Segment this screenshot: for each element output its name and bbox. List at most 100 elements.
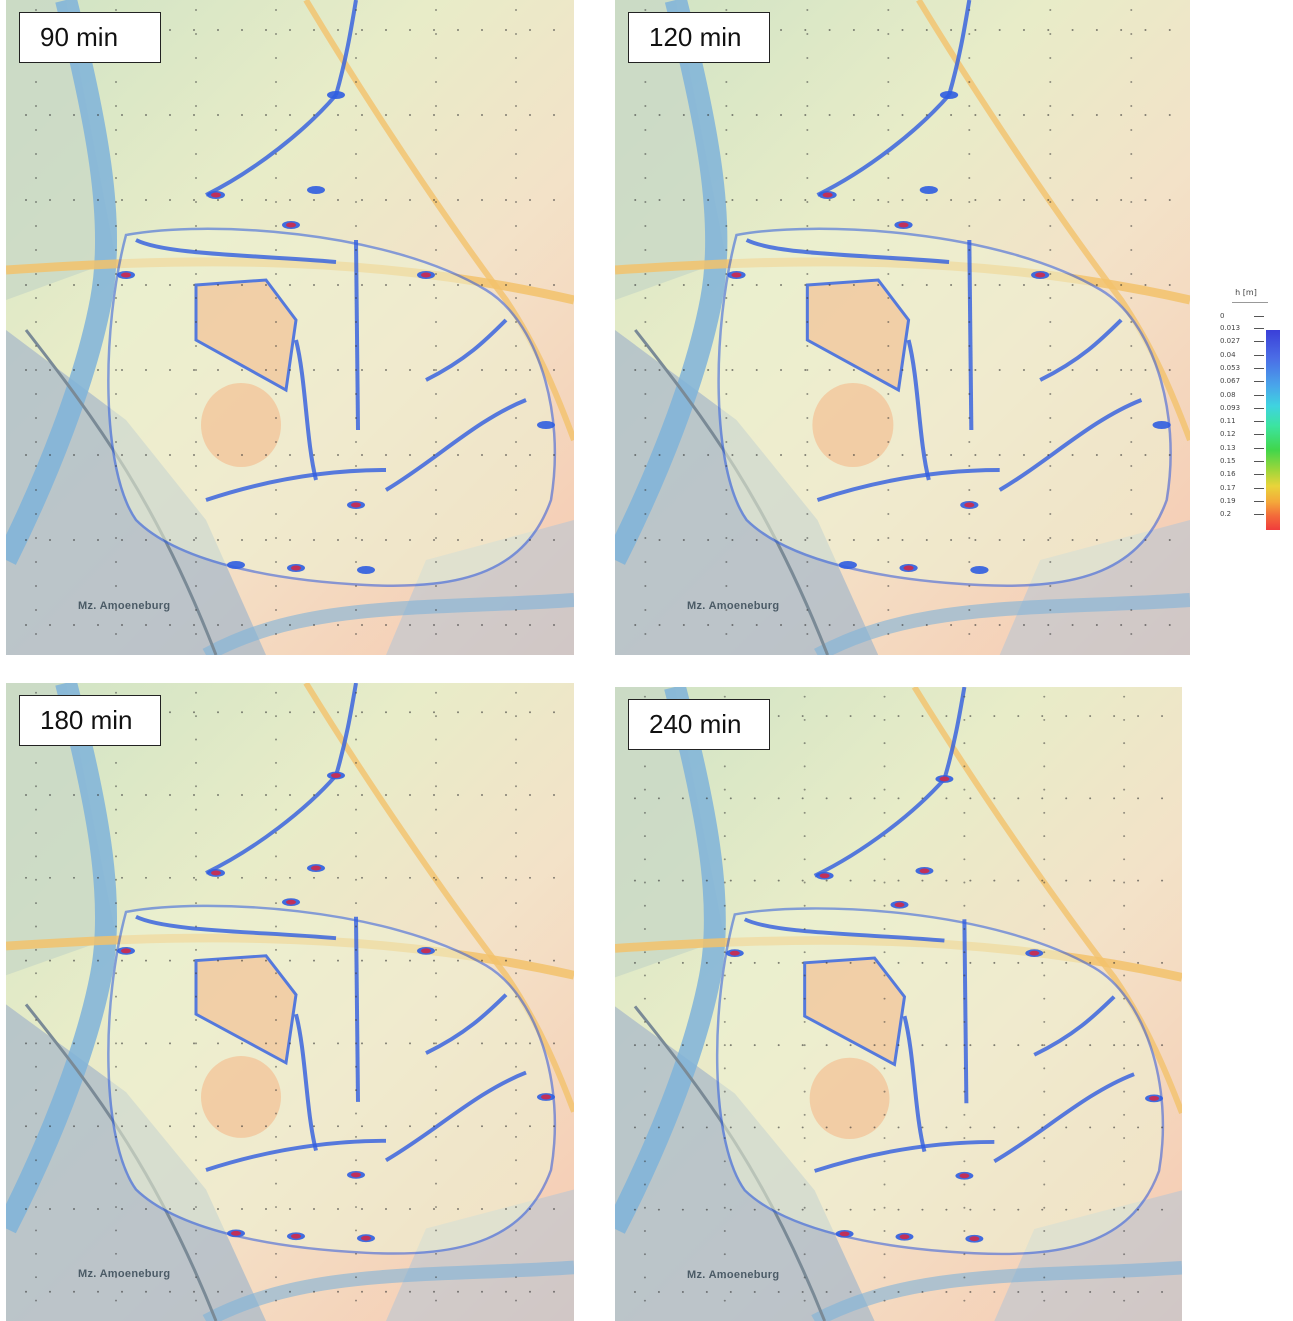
- grid-dot: [887, 81, 890, 83]
- grid-dot: [515, 33, 517, 35]
- urban-area: [994, 1190, 1182, 1321]
- grid-dot: [883, 1183, 886, 1186]
- grid-dot: [195, 878, 197, 881]
- grid-dot: [275, 153, 277, 155]
- grid-dot: [887, 417, 890, 419]
- grid-dot: [968, 57, 971, 59]
- grid-dot: [950, 114, 953, 116]
- grid-dot: [481, 624, 483, 626]
- legend-tick: 0.19: [1216, 497, 1264, 506]
- grid-dot: [169, 959, 171, 962]
- grid-dot: [457, 711, 459, 714]
- grid-dot: [1043, 718, 1046, 721]
- grid-dot: [1017, 961, 1020, 964]
- grid-dot: [849, 715, 852, 718]
- grid-dot: [707, 284, 710, 286]
- grid-dot: [241, 1042, 243, 1045]
- grid-dot: [998, 29, 1001, 31]
- grid-dot: [505, 624, 507, 626]
- grid-dot: [553, 1042, 555, 1045]
- grid-dot: [1043, 904, 1046, 907]
- grid-dot: [115, 177, 117, 179]
- grid-dot: [887, 297, 890, 299]
- grid-dot: [433, 876, 435, 879]
- grid-dot: [849, 879, 852, 882]
- grid-dot: [49, 369, 51, 371]
- grid-dot: [1049, 441, 1052, 443]
- grid-dot: [883, 1044, 886, 1047]
- grid-dot: [1123, 695, 1126, 698]
- grid-dot: [803, 788, 806, 791]
- grid-dot: [35, 995, 37, 998]
- grid-dot: [806, 513, 809, 515]
- urban-area: [615, 0, 727, 300]
- grid-dot: [1095, 454, 1098, 456]
- grid-dot: [963, 1160, 966, 1163]
- grid-dot: [275, 129, 277, 131]
- grid-dot: [435, 417, 437, 419]
- grid-dot: [433, 959, 435, 962]
- grid-dot: [725, 465, 728, 467]
- grid-dot: [1043, 1206, 1046, 1209]
- grid-dot: [169, 1042, 171, 1045]
- grid-dot: [275, 297, 277, 299]
- grid-dot: [553, 199, 555, 201]
- grid-dot: [1049, 153, 1052, 155]
- ponding-spot: [307, 186, 325, 194]
- grid-dot: [435, 177, 437, 179]
- grid-dot: [435, 105, 437, 107]
- grid-dot: [681, 1044, 684, 1047]
- grid-dot: [457, 29, 459, 31]
- grid-dot: [806, 105, 809, 107]
- grid-dot: [681, 879, 684, 882]
- legend-tick: 0.11: [1216, 417, 1264, 426]
- grid-dot: [553, 29, 555, 31]
- grid-dot: [755, 199, 758, 201]
- grid-dot: [435, 465, 437, 467]
- grid-dot: [241, 711, 243, 714]
- grid-dot: [275, 513, 277, 515]
- grid-dot: [457, 284, 459, 286]
- grid-dot: [435, 297, 437, 299]
- grid-dot: [515, 81, 517, 83]
- grid-dot: [121, 284, 123, 286]
- grid-dot: [35, 465, 37, 467]
- grid-dot: [963, 1090, 966, 1093]
- grid-dot: [515, 1112, 517, 1115]
- grid-dot: [553, 1125, 555, 1128]
- grid-dot: [1047, 199, 1050, 201]
- grid-dot: [968, 297, 971, 299]
- grid-dot: [806, 321, 809, 323]
- grid-dot: [1022, 284, 1025, 286]
- grid-dot: [515, 1252, 517, 1255]
- grid-dot: [361, 1290, 363, 1293]
- grid-dot: [806, 537, 809, 539]
- grid-dot: [433, 1125, 435, 1128]
- grid-dot: [195, 513, 197, 515]
- grid-dot: [337, 1208, 339, 1210]
- grid-dot: [921, 1208, 924, 1211]
- grid-dot: [974, 29, 977, 31]
- grid-dot: [633, 961, 636, 964]
- grid-dot: [115, 691, 117, 694]
- grid-dot: [355, 33, 357, 35]
- grid-dot: [969, 879, 972, 882]
- grid-dot: [25, 959, 27, 962]
- grid-dot: [1123, 788, 1126, 791]
- grid-dot: [97, 1125, 99, 1128]
- grid-dot: [435, 201, 437, 203]
- flow-channel: [205, 774, 338, 875]
- grid-dot: [275, 995, 277, 998]
- grid-dot: [806, 201, 809, 203]
- grid-dot: [35, 81, 37, 83]
- grid-dot: [1113, 797, 1116, 800]
- grid-dot: [804, 454, 807, 456]
- grid-dot: [963, 835, 966, 838]
- grid-dot: [515, 948, 517, 951]
- grid-dot: [193, 1290, 195, 1293]
- grid-dot: [115, 1159, 117, 1162]
- grid-dot: [1120, 539, 1123, 541]
- grid-dot: [195, 808, 197, 811]
- grid-dot: [361, 1042, 363, 1045]
- grid-dot: [409, 369, 411, 371]
